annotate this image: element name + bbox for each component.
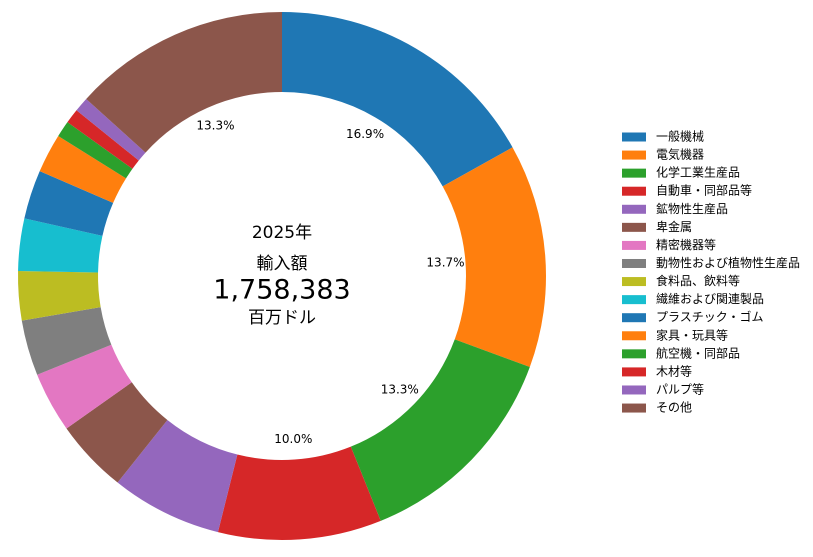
slice	[37, 344, 132, 429]
slice	[76, 98, 146, 161]
legend-label: 卑金属	[656, 219, 692, 234]
slice	[58, 122, 133, 179]
slice-label: 16.9%	[346, 127, 384, 141]
center-label: 輸入額	[257, 254, 308, 274]
legend-swatch	[622, 222, 646, 232]
legend-swatch	[622, 331, 646, 341]
legend-label: プラスチック・ゴム	[656, 309, 764, 324]
legend-label: 一般機械	[656, 129, 704, 144]
legend-swatch	[622, 403, 646, 413]
slice	[117, 419, 238, 533]
slice	[442, 147, 546, 367]
legend-swatch	[622, 204, 646, 214]
center-year: 2025年	[252, 223, 312, 243]
slice	[350, 339, 530, 521]
center-total: 1,758,383	[213, 275, 350, 306]
legend-label: 航空機・同部品	[656, 345, 740, 360]
legend-swatch	[622, 186, 646, 196]
legend-swatch	[622, 132, 646, 142]
legend-swatch	[622, 277, 646, 287]
slice-label: 13.3%	[196, 119, 234, 133]
legend-label: 精密機器等	[656, 237, 716, 252]
legend-swatch	[622, 385, 646, 395]
legend-label: 木材等	[656, 364, 692, 378]
slice-label: 10.0%	[274, 432, 312, 446]
slice-label: 13.7%	[426, 256, 464, 270]
donut	[18, 11, 546, 540]
slice	[24, 171, 114, 236]
slice	[217, 446, 381, 540]
legend-label: 自動車・同部品等	[656, 183, 752, 198]
legend-swatch	[622, 168, 646, 178]
legend-label: パルプ等	[656, 382, 704, 396]
slice	[18, 218, 103, 273]
slice	[39, 135, 127, 203]
legend-label: 家具・玩具等	[656, 327, 728, 342]
legend-swatch	[622, 258, 646, 268]
legend-label: その他	[656, 401, 692, 415]
slice	[67, 110, 139, 169]
legend-label: 動物性および植物性生産品	[656, 255, 800, 270]
slice	[18, 271, 101, 321]
legend-swatch	[622, 295, 646, 305]
slice	[86, 11, 282, 153]
slice	[66, 382, 168, 483]
slice-label: 13.3%	[381, 383, 419, 397]
legend-swatch	[622, 150, 646, 160]
legend-swatch	[622, 240, 646, 250]
legend-label: 繊維および関連製品	[656, 292, 764, 306]
center-unit: 百万ドル	[248, 308, 316, 328]
slice	[282, 12, 513, 187]
legend-label: 電気機器	[656, 147, 704, 162]
legend-label: 鉱物性生産品	[656, 201, 728, 216]
legend-swatch	[622, 349, 646, 359]
legend-label: 化学工業生産品	[656, 165, 740, 180]
legend-swatch	[622, 313, 646, 323]
legend-swatch	[622, 367, 646, 377]
legend-label: 食料品、飲料等	[656, 273, 740, 288]
slice	[21, 307, 112, 375]
